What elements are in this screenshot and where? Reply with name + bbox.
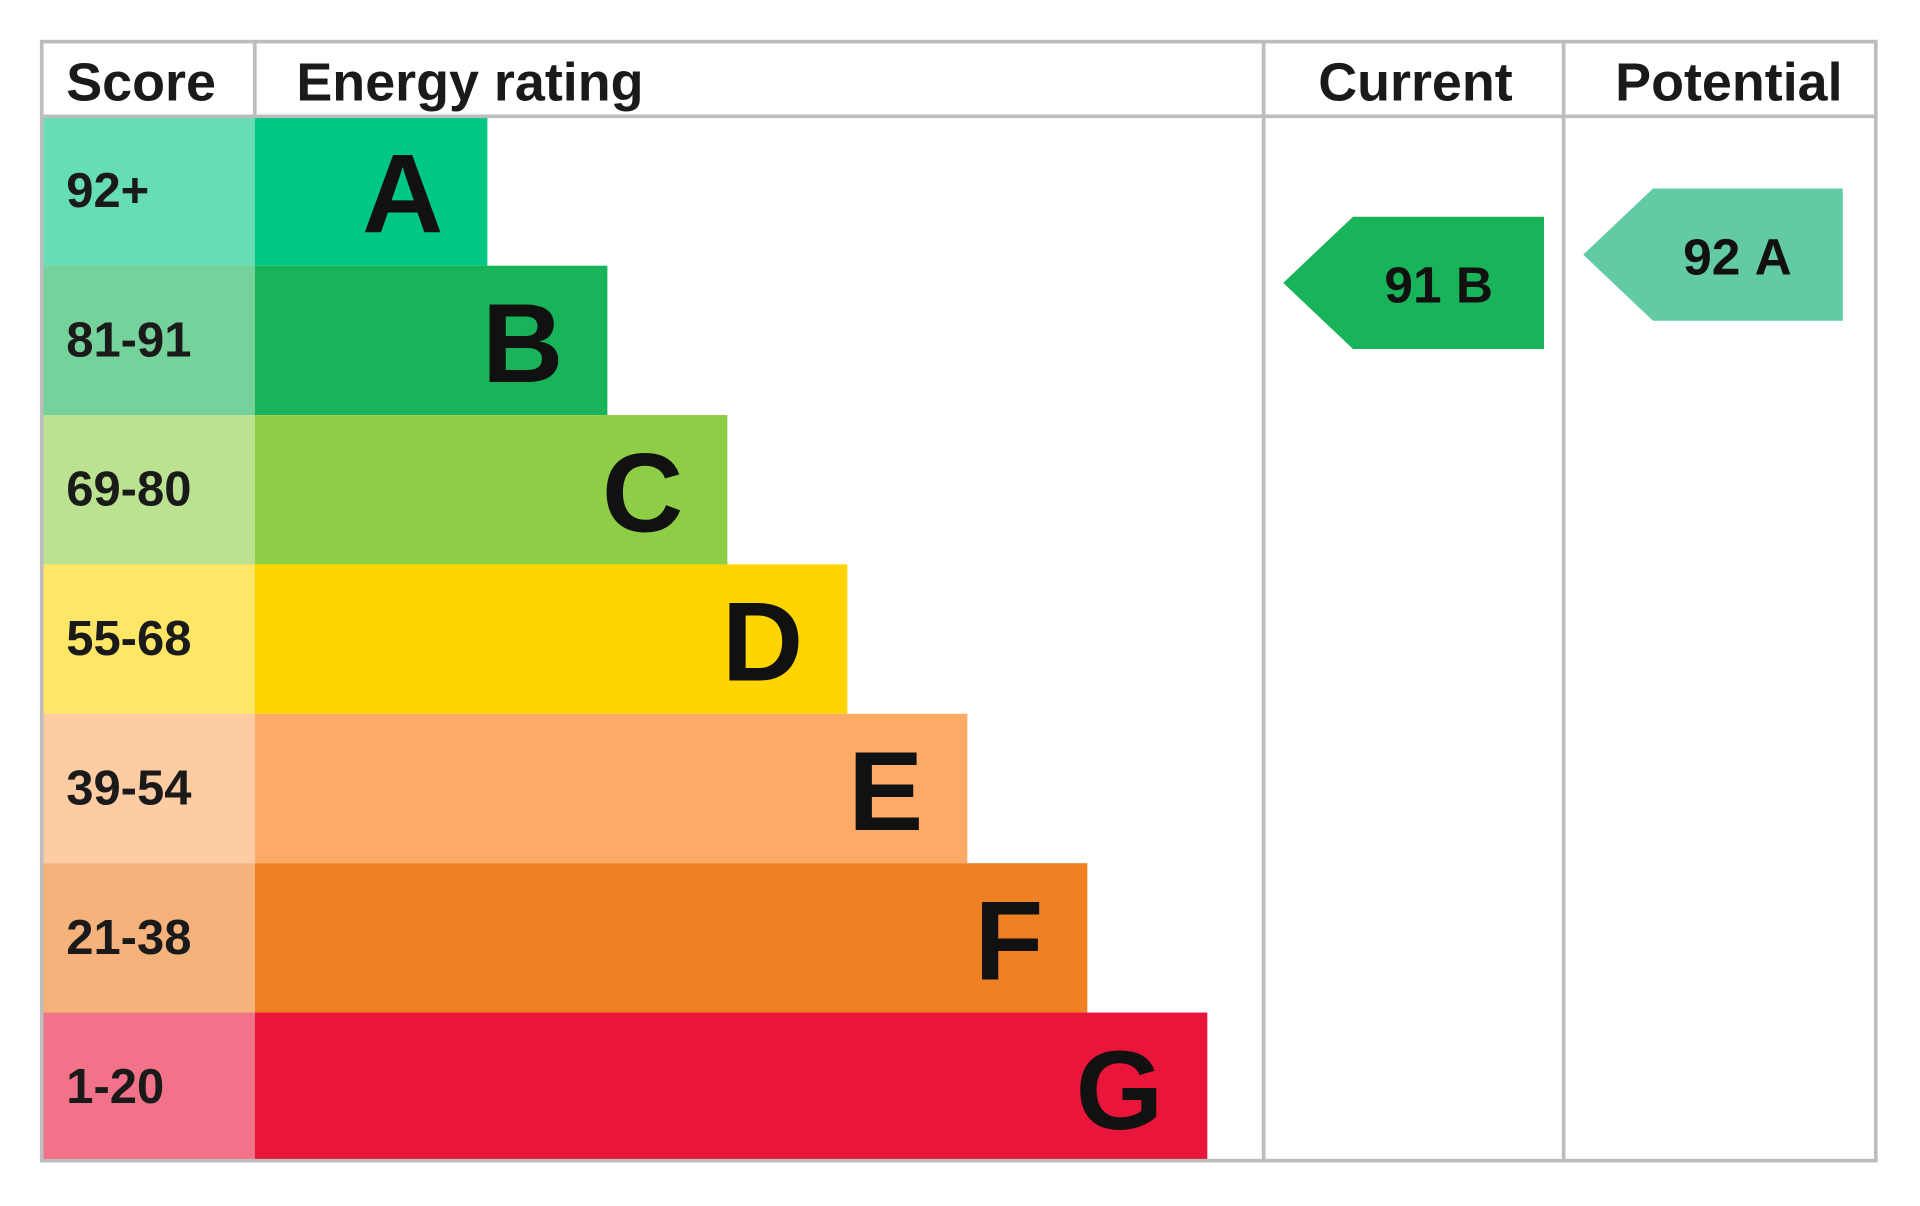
score-range: 21-38 [66, 911, 191, 965]
score-range: 92+ [66, 164, 149, 218]
current-letter: B [1456, 255, 1493, 313]
rating-letter: G [1076, 1027, 1164, 1153]
header-rating: Energy rating [296, 52, 643, 112]
bands: 92+ A 81-91 B 69-80 C 55-68 D 39-54 E 21-38 F 1-20 G [41, 116, 1208, 1162]
header-score: Score [66, 52, 216, 112]
rating-bar [254, 713, 968, 864]
rating-bar [254, 415, 728, 565]
rating-bar [254, 116, 488, 266]
rating-bar [254, 863, 1088, 1013]
score-range: 69-80 [66, 463, 191, 517]
score-range: 39-54 [66, 761, 191, 815]
rating-bar [254, 265, 608, 416]
rating-letter: A [362, 131, 443, 257]
current-label: 91 B [1384, 255, 1493, 313]
current-score: 91 [1384, 255, 1441, 313]
score-cell [41, 265, 255, 416]
current-arrow [1283, 216, 1545, 349]
potential-letter: A [1755, 227, 1792, 285]
score-cell [41, 116, 255, 266]
score-cell [41, 713, 255, 864]
header-potential: Potential [1615, 52, 1842, 112]
score-range: 55-68 [66, 612, 191, 666]
header-current: Current [1318, 52, 1513, 112]
score-cell [41, 564, 255, 714]
potential-arrow [1583, 188, 1843, 321]
rating-bar [254, 564, 848, 714]
rating-letter: E [848, 728, 923, 854]
score-cell [41, 1012, 255, 1162]
rating-bar [254, 1012, 1208, 1162]
potential-score: 92 [1683, 227, 1740, 285]
potential-label: 92 A [1683, 227, 1792, 285]
rating-letter: F [974, 877, 1043, 1003]
rating-letter: D [722, 579, 803, 705]
score-range: 81-91 [66, 313, 191, 367]
table-border [39, 39, 1878, 1163]
rating-letter: B [482, 280, 563, 406]
score-cell [41, 415, 255, 565]
score-cell [41, 863, 255, 1013]
rating-letter: C [602, 429, 683, 555]
score-range: 1-20 [66, 1060, 164, 1114]
